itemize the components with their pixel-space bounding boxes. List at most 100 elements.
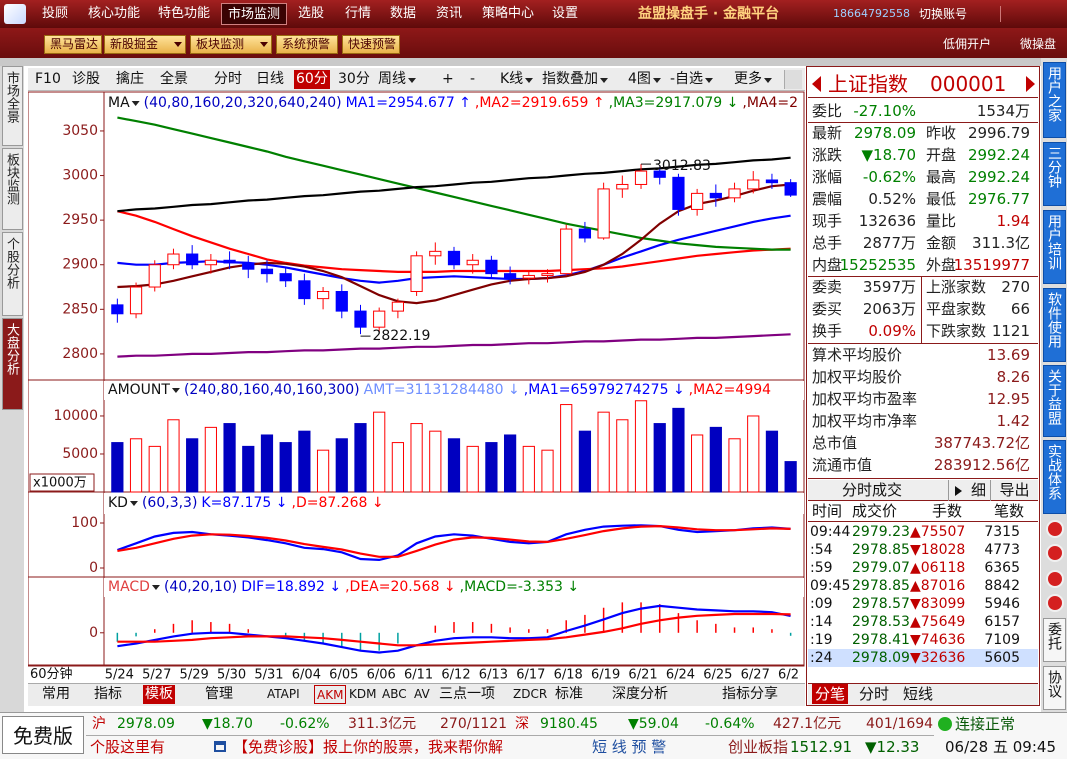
side-tab[interactable]: 关于益盟 — [1043, 365, 1066, 437]
menu-item[interactable]: 核心功能 — [88, 6, 141, 21]
candle-body — [747, 179, 760, 190]
bottom-tab[interactable]: AV — [414, 687, 430, 701]
chart-tool[interactable]: 更多 — [732, 70, 774, 89]
volume-bar — [148, 445, 161, 493]
volume-bar — [765, 430, 779, 493]
trades-col-header: 手数 — [932, 502, 963, 520]
period-label[interactable]: 60分钟 — [30, 667, 73, 682]
menu-item[interactable]: 投顾 — [42, 6, 69, 21]
bottom-tab[interactable]: ABC — [382, 687, 407, 701]
bottom-tab[interactable]: 深度分析 — [612, 686, 668, 702]
chart-tool[interactable]: K线 — [498, 70, 535, 89]
dropdown-arrow — [171, 388, 180, 393]
candle-body — [242, 262, 255, 270]
trades-tab[interactable]: 分时 — [859, 685, 890, 703]
left-tab[interactable]: 个股分析 — [2, 232, 23, 316]
side-tab[interactable]: 软件使用 — [1043, 288, 1066, 362]
bottom-tab[interactable]: ZDCR — [513, 687, 548, 701]
trades-tab[interactable]: 分笔 — [812, 684, 849, 704]
candle-body — [728, 188, 741, 199]
menu-item[interactable]: 市场监测 — [221, 3, 288, 25]
chart-tool[interactable]: 分时 — [214, 71, 242, 87]
menu-item[interactable]: 设置 — [552, 6, 579, 21]
side-tab[interactable]: 用户培训 — [1043, 210, 1066, 284]
chart-tool[interactable]: + — [442, 71, 454, 87]
left-tab[interactable]: 大盘分析 — [2, 318, 23, 410]
candle-body — [298, 280, 311, 300]
ticker-text[interactable]: 【免费诊股】报上你的股票，我来帮你解 — [233, 738, 504, 756]
chart-tool[interactable]: 全景 — [160, 71, 188, 87]
left-tab[interactable]: 板块监测 — [2, 148, 23, 230]
quote-cell: 加权平均市净率 — [812, 412, 918, 430]
chart-tool[interactable]: 4图 — [626, 70, 663, 89]
toolbar-button[interactable]: 系统预警 — [276, 35, 338, 54]
x-tick-label: 6/04 — [292, 668, 321, 683]
bottom-tab[interactable]: 三点一项 — [439, 686, 495, 702]
x-tick-label: 6/18 — [554, 668, 583, 683]
menu-item[interactable]: 行情 — [345, 6, 372, 21]
chart-tool[interactable]: 日线 — [256, 71, 284, 87]
bottom-tab[interactable]: AKM — [314, 685, 347, 704]
chart-tool[interactable]: 擒庄 — [116, 71, 144, 87]
side-icon[interactable] — [1046, 520, 1064, 538]
side-tab[interactable]: 委托 — [1043, 618, 1066, 662]
quote-cell: 13519977 — [953, 256, 1030, 274]
menu-item[interactable]: 数据 — [390, 6, 417, 21]
chart-tool[interactable]: -自选 — [668, 70, 715, 89]
chart-tool[interactable]: 60分 — [294, 70, 330, 89]
account[interactable]: 切换账号 — [919, 7, 968, 21]
index-cell: 270/1121 — [440, 716, 508, 732]
quote-cell: 2976.77 — [967, 190, 1030, 208]
trades-button[interactable]: 细 — [948, 480, 988, 501]
y-tick-label: 100 — [71, 515, 98, 531]
volume-bar — [784, 461, 797, 493]
menu-item[interactable]: 资讯 — [436, 6, 463, 21]
toolbar-button[interactable]: 黑马雷达 — [44, 35, 102, 54]
gem-value: 1512.91 — [790, 738, 853, 756]
toolbar-link[interactable]: 低佣开户 — [943, 37, 992, 51]
bottom-tab[interactable]: 管理 — [205, 686, 233, 702]
candle-body — [410, 255, 423, 292]
trades-tab[interactable]: 短线 — [903, 685, 934, 703]
dropdown-arrow — [260, 42, 268, 47]
dropdown-arrow — [408, 78, 416, 83]
side-icon[interactable] — [1046, 570, 1064, 588]
chart-tool[interactable]: 指数叠加 — [540, 70, 610, 89]
bottom-tab[interactable]: 标准 — [555, 686, 583, 702]
toolbar-button[interactable]: 板块监测 — [190, 35, 272, 54]
chart-tool[interactable]: - — [470, 71, 476, 87]
chart-tool[interactable]: 30分 — [338, 71, 370, 87]
rule — [921, 277, 922, 343]
rule — [808, 122, 1038, 123]
side-tab[interactable]: 用户之家 — [1043, 62, 1066, 138]
bottom-tab[interactable]: 指标分享 — [722, 686, 778, 702]
chart-tool[interactable]: 诊股 — [72, 71, 100, 87]
menu-item[interactable]: 特色功能 — [158, 6, 211, 21]
volume-bar — [204, 426, 217, 493]
trades-button[interactable]: 导出 — [990, 480, 1038, 501]
toolbar-button[interactable]: 新股掘金 — [104, 35, 186, 54]
side-tab[interactable]: 协议 — [1043, 666, 1066, 710]
toolbar-button[interactable]: 快速预警 — [342, 35, 400, 54]
quote-cell: 1121 — [991, 322, 1030, 340]
trade-price: 2979.07 — [852, 560, 910, 576]
quote-cell: 8.26 — [996, 368, 1030, 386]
side-icon[interactable] — [1046, 544, 1064, 562]
bottom-tab[interactable]: ATAPI — [267, 687, 300, 701]
left-tab[interactable]: 市场全景 — [2, 66, 23, 146]
toolbar-link[interactable]: 微操盘 — [1020, 37, 1057, 51]
bottom-tab[interactable]: 指标 — [94, 686, 122, 702]
chart-tool[interactable]: 周线 — [376, 70, 418, 89]
side-tab[interactable]: 实战体系 — [1043, 440, 1066, 514]
bottom-tab[interactable]: KDM — [349, 687, 377, 701]
menu-item[interactable]: 选股 — [298, 6, 325, 21]
bottom-tab[interactable]: 常用 — [42, 686, 70, 702]
side-tab[interactable]: 三分钟 — [1043, 142, 1066, 206]
ticker-text[interactable]: 短 线 预 警 — [592, 738, 667, 756]
bottom-tab[interactable]: 模板 — [143, 685, 175, 704]
chart-tool[interactable]: F10 — [35, 71, 61, 87]
menu-item[interactable]: 策略中心 — [482, 6, 535, 21]
quote-cell: 换手 — [812, 322, 843, 340]
side-icon[interactable] — [1046, 594, 1064, 612]
legend-text: AMOUNT — [108, 382, 170, 398]
